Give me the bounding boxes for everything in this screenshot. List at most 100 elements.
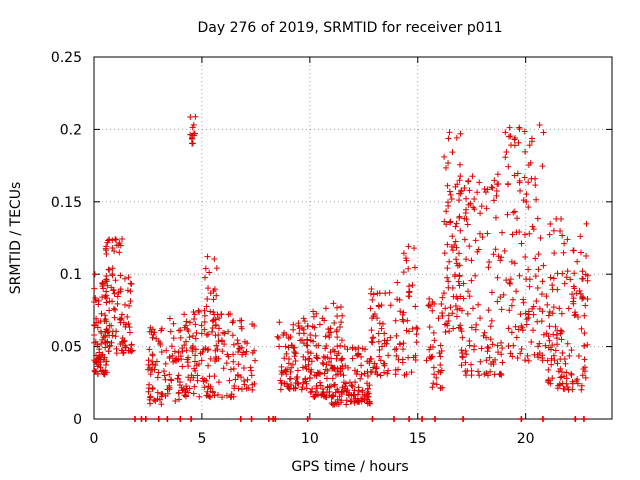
data-point — [513, 288, 520, 295]
zero-data-point — [391, 416, 398, 422]
data-point — [213, 265, 220, 272]
data-point — [336, 323, 343, 330]
data-point — [574, 258, 581, 265]
data-point — [580, 294, 587, 301]
data-point — [108, 339, 115, 346]
data-point — [483, 357, 490, 364]
data-point — [99, 351, 106, 358]
data-point — [453, 313, 460, 320]
data-point — [476, 230, 483, 237]
data-point — [252, 357, 259, 364]
data-point — [368, 338, 375, 345]
data-point — [334, 334, 341, 341]
data-point — [431, 300, 438, 307]
data-point — [459, 354, 466, 361]
data-point — [581, 330, 588, 337]
data-point — [349, 383, 356, 390]
data-point — [101, 312, 108, 319]
data-point — [463, 351, 470, 358]
data-point — [292, 357, 299, 364]
data-point — [517, 311, 524, 318]
data-point — [466, 342, 473, 349]
data-point — [579, 294, 586, 301]
data-point — [352, 396, 359, 403]
data-point — [190, 390, 197, 397]
zero-data-point — [155, 416, 162, 422]
data-point — [334, 304, 341, 311]
data-point — [346, 392, 353, 399]
data-point — [91, 368, 98, 375]
data-point — [394, 279, 401, 286]
data-point — [177, 327, 184, 334]
data-point — [185, 389, 192, 396]
data-point — [127, 298, 134, 305]
data-point — [571, 270, 578, 277]
data-point — [532, 273, 539, 280]
data-point — [223, 360, 230, 367]
data-point — [488, 184, 495, 191]
data-point — [550, 275, 557, 282]
data-point — [329, 375, 336, 382]
data-point — [354, 397, 361, 404]
data-point — [539, 357, 546, 364]
data-point — [281, 355, 288, 362]
data-point — [538, 291, 545, 298]
data-point — [109, 265, 116, 272]
data-point — [517, 350, 524, 357]
data-point — [328, 355, 335, 362]
data-point — [235, 345, 242, 352]
zero-data-point — [237, 416, 244, 422]
data-point — [378, 325, 385, 332]
data-point — [158, 401, 165, 408]
data-point — [526, 142, 533, 149]
data-point — [444, 182, 451, 189]
data-point — [566, 352, 573, 359]
data-point — [460, 280, 467, 287]
data-point — [379, 343, 386, 350]
data-point — [381, 340, 388, 347]
data-point — [452, 223, 459, 230]
data-point — [91, 357, 98, 364]
data-point — [126, 302, 133, 309]
data-point — [289, 361, 296, 368]
data-point — [583, 220, 590, 227]
zero-data-point — [369, 416, 376, 422]
data-point — [102, 293, 109, 300]
data-point — [535, 266, 542, 273]
data-point — [202, 265, 209, 272]
data-point — [275, 334, 282, 341]
data-point — [91, 285, 98, 292]
data-point — [498, 254, 505, 261]
data-point — [376, 353, 383, 360]
x-tick-label: 0 — [90, 431, 99, 447]
data-point — [301, 318, 308, 325]
data-point — [319, 359, 326, 366]
data-point — [119, 235, 126, 242]
data-point — [192, 335, 199, 342]
data-point — [412, 303, 419, 310]
data-point — [573, 378, 580, 385]
data-point — [479, 234, 486, 241]
x-tick-label: 20 — [517, 431, 535, 447]
data-point — [567, 276, 574, 283]
data-point — [449, 284, 456, 291]
data-point — [579, 268, 586, 275]
data-point — [518, 323, 525, 330]
data-point — [352, 379, 359, 386]
data-point — [340, 388, 347, 395]
data-point — [521, 231, 528, 238]
data-point — [513, 334, 520, 341]
data-point — [370, 334, 377, 341]
data-point — [344, 346, 351, 353]
data-point — [338, 337, 345, 344]
data-point — [499, 229, 506, 236]
data-point — [457, 293, 464, 300]
data-point — [443, 164, 450, 171]
data-point — [122, 301, 129, 308]
data-point — [431, 337, 438, 344]
data-point — [514, 215, 521, 222]
data-point — [489, 184, 496, 191]
axes: 0 0.05 0.1 0.15 0.2 0.25 0 5 10 15 20 — [51, 50, 613, 447]
data-point — [465, 201, 472, 208]
